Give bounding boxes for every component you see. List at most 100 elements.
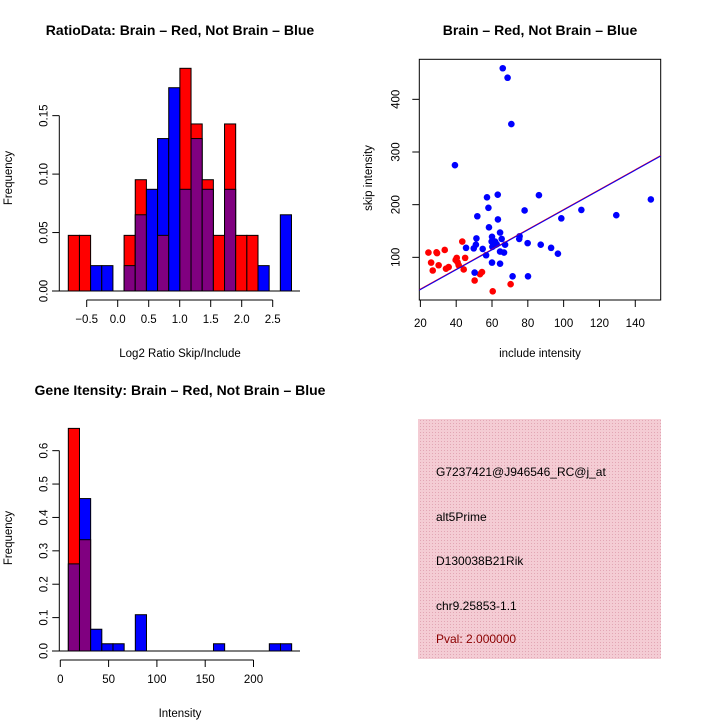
x-tick-label: 120 [590, 318, 609, 330]
scatter-point-blue [524, 272, 532, 280]
histogram-overlap-bar [190, 138, 203, 292]
scatter-point-blue [612, 211, 620, 219]
scatter-point-blue [537, 241, 545, 248]
x-tick-label: 100 [147, 674, 166, 686]
histogram-bar [78, 234, 92, 292]
scatter-point-blue [485, 204, 492, 212]
histogram-bar [235, 234, 248, 292]
scatter-point-blue [508, 120, 515, 128]
scatter-point-blue [496, 260, 504, 267]
histogram-overlap-bar [157, 234, 170, 292]
scatter-point-blue [462, 244, 470, 252]
gene-name-text: D130038B21Rik [436, 554, 524, 568]
scatter-point-red [425, 249, 432, 256]
scatter-point-blue [558, 215, 565, 222]
scatter-point-red [445, 263, 452, 271]
y-tick-label: 0.10 [38, 163, 50, 185]
y-axis-label: skip intensity [363, 145, 375, 211]
x-tick-label: 80 [521, 318, 534, 330]
scatter-point-blue [515, 235, 523, 243]
histogram-bar [67, 234, 80, 292]
scatter-point-red [507, 280, 514, 288]
histogram-bar [246, 234, 259, 292]
histogram-bar [279, 214, 292, 292]
x-tick-label: 50 [102, 674, 115, 686]
y-tick-label: 0.05 [38, 221, 50, 243]
y-tick-label: 0.1 [38, 610, 50, 626]
scatter-point-blue [647, 196, 655, 203]
scatter-point-blue [474, 212, 481, 220]
histogram-bar [257, 265, 270, 292]
chart-title: Brain – Red, Not Brain – Blue [443, 22, 638, 38]
chart-title: Gene Itensity: Brain – Red, Not Brain – … [35, 382, 326, 398]
y-tick-label: 0.2 [38, 576, 50, 592]
histogram-bar [268, 643, 281, 652]
histogram-bar [212, 234, 226, 292]
y-tick-label: 0.6 [38, 443, 50, 459]
y-tick-label: 0.5 [38, 476, 50, 492]
info-panel [418, 419, 661, 659]
scatter-point-blue [509, 272, 516, 280]
regression-line-blue [419, 155, 661, 291]
location-text: chr9.25853-1.1 [436, 599, 517, 613]
y-tick-label: 0.0 [38, 643, 50, 659]
x-tick-label: 100 [554, 318, 573, 330]
scatter-point-blue [488, 233, 496, 241]
x-tick-label: 0 [57, 674, 63, 686]
histogram-bar [101, 643, 114, 652]
scatter-point-red [471, 277, 478, 284]
x-tick-label: 1.0 [172, 314, 188, 326]
scatter-point-blue [535, 191, 543, 199]
scatter-point-blue [471, 269, 478, 276]
scatter-point-red [458, 238, 466, 245]
x-axis-label: Log2 Ratio Skip/Include [119, 348, 240, 360]
x-tick-label: 2.0 [234, 314, 250, 326]
scatter-point-blue [504, 74, 511, 82]
histogram-overlap-bar [201, 188, 214, 292]
scatter-point-blue [496, 229, 504, 236]
scatter-point-red [489, 288, 497, 295]
scatter-point-red [460, 266, 468, 273]
scatter-point-blue [554, 250, 562, 257]
x-axis-label: Intensity [159, 708, 202, 720]
histogram-overlap-bar [134, 214, 147, 292]
scatter-point-red [435, 261, 442, 269]
scatter-point-blue [498, 235, 505, 243]
histogram-overlap-bar [78, 539, 92, 652]
y-tick-label: 200 [390, 195, 402, 214]
scatter-point-blue [485, 224, 493, 231]
pval-text: Pval: 2.000000 [436, 632, 516, 646]
scatter-point-red [478, 268, 486, 276]
y-tick-label: 0.15 [38, 104, 50, 126]
scatter-point-blue [500, 249, 508, 256]
histogram-overlap-bar [179, 188, 192, 292]
scatter-point-blue [494, 191, 502, 198]
scatter-point-red [441, 246, 449, 254]
y-tick-label: 0.00 [38, 280, 50, 302]
histogram-overlap-bar [67, 563, 80, 652]
scatter-point-blue [488, 259, 496, 266]
histogram-bar [134, 614, 147, 652]
y-tick-label: 100 [390, 248, 402, 267]
scatter-point-blue [473, 235, 480, 242]
probe-id-text: G7237421@J946546_RC@j_at [436, 465, 606, 479]
scatter-point-blue [483, 193, 491, 201]
scatter-point-blue [521, 207, 528, 214]
scatter-point-red [427, 259, 435, 266]
scatter-point-blue [451, 161, 459, 169]
histogram-bar [101, 265, 114, 292]
scatter-point-blue [547, 244, 555, 252]
scatter-point-blue [524, 239, 531, 247]
x-axis-label: include intensity [499, 348, 581, 360]
scatter-point-blue [494, 216, 502, 223]
x-tick-label: 0.0 [110, 314, 126, 326]
y-axis-label: Frequency [3, 151, 15, 206]
y-axis-label: Frequency [3, 511, 15, 566]
scatter-point-blue [499, 64, 507, 72]
x-tick-label: 60 [486, 318, 499, 330]
x-tick-label: 20 [414, 318, 427, 330]
x-tick-label: 1.5 [203, 314, 219, 326]
chart-title: RatioData: Brain – Red, Not Brain – Blue [46, 22, 315, 38]
x-tick-label: −0.5 [75, 314, 98, 326]
